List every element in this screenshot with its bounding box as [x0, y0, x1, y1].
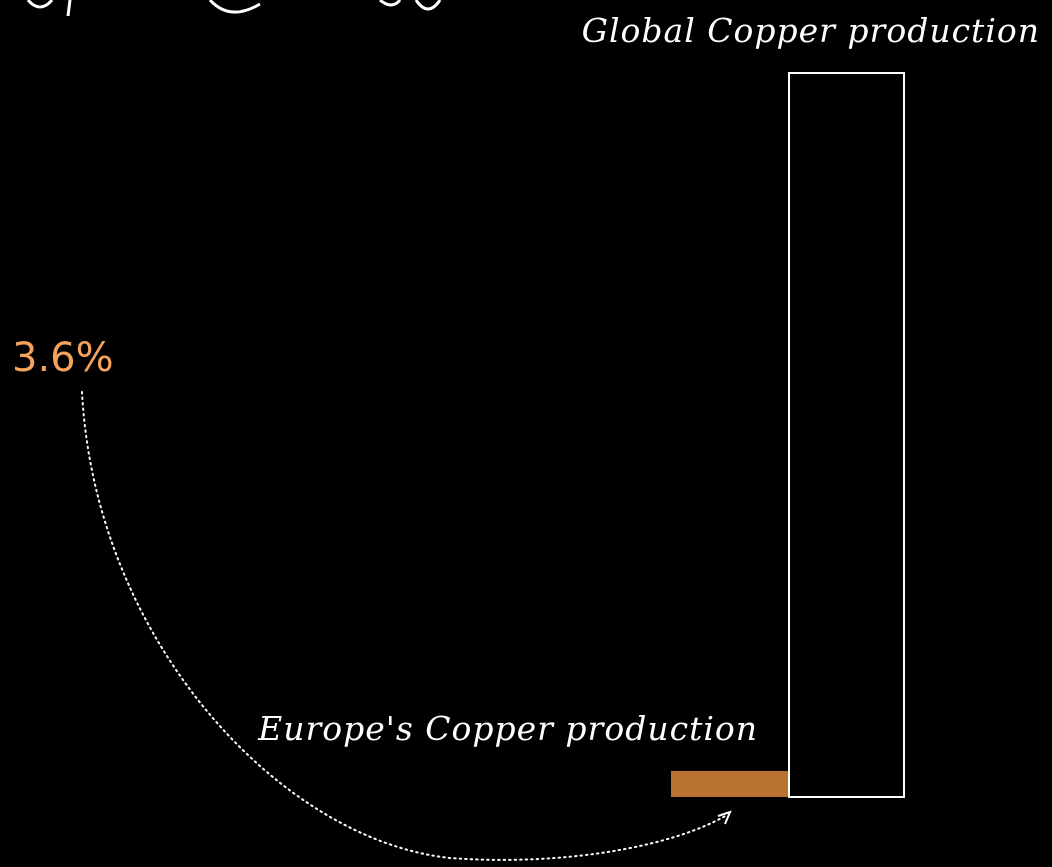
europe-bar-label: Europe's Copper production [257, 709, 758, 748]
percentage-annotation: 3.6% [12, 335, 114, 381]
dotted-arrow-curve [81, 391, 728, 861]
bar-europe [671, 770, 788, 797]
cropped-title-fragment [26, 0, 442, 17]
global-bar-label: Global Copper production [582, 11, 1040, 50]
arrowhead [717, 810, 732, 825]
bar-global [788, 72, 905, 798]
